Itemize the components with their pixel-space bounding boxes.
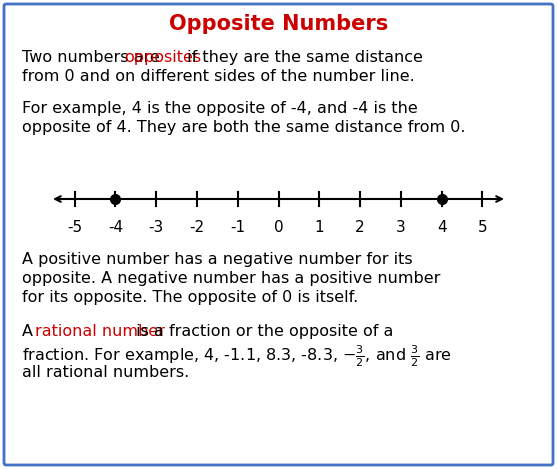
FancyBboxPatch shape (4, 4, 553, 465)
Text: if they are the same distance: if they are the same distance (182, 50, 423, 65)
Text: 5: 5 (477, 220, 487, 235)
Text: 4: 4 (437, 220, 446, 235)
Text: Opposite Numbers: Opposite Numbers (169, 14, 388, 34)
Text: opposite. A negative number has a positive number: opposite. A negative number has a positi… (22, 271, 441, 286)
Text: -1: -1 (230, 220, 245, 235)
Text: from 0 and on different sides of the number line.: from 0 and on different sides of the num… (22, 69, 415, 84)
Text: A: A (22, 324, 38, 339)
Text: A positive number has a negative number for its: A positive number has a negative number … (22, 252, 413, 267)
Text: opposite of 4. They are both the same distance from 0.: opposite of 4. They are both the same di… (22, 120, 466, 135)
Text: -4: -4 (108, 220, 123, 235)
Text: is a fraction or the opposite of a: is a fraction or the opposite of a (131, 324, 393, 339)
Text: -3: -3 (149, 220, 164, 235)
Text: For example, 4 is the opposite of -4, and -4 is the: For example, 4 is the opposite of -4, an… (22, 101, 418, 116)
Text: -2: -2 (189, 220, 204, 235)
Text: rational number: rational number (35, 324, 165, 339)
Text: opposites: opposites (124, 50, 202, 65)
Text: 0: 0 (273, 220, 284, 235)
Text: Two numbers are: Two numbers are (22, 50, 165, 65)
Text: fraction. For example, 4, -1.1, 8.3, -8.3, $-\frac{3}{2}$, and $\frac{3}{2}$ are: fraction. For example, 4, -1.1, 8.3, -8.… (22, 343, 452, 369)
Text: 1: 1 (315, 220, 324, 235)
Text: -5: -5 (67, 220, 82, 235)
Text: 2: 2 (355, 220, 365, 235)
Text: 3: 3 (396, 220, 405, 235)
Text: for its opposite. The opposite of 0 is itself.: for its opposite. The opposite of 0 is i… (22, 290, 358, 305)
Text: all rational numbers.: all rational numbers. (22, 365, 189, 380)
